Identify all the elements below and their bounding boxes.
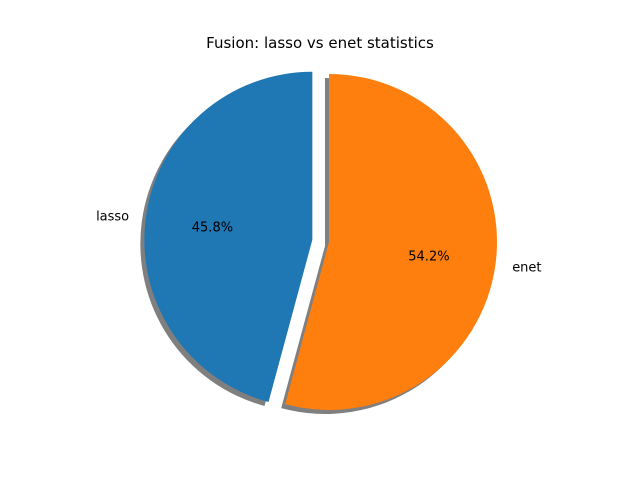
slice-label-lasso: lasso [96,209,129,224]
chart-title: Fusion: lasso vs enet statistics [206,34,434,52]
pie-slice-enet [285,74,498,410]
slice-percent-enet: 54.2% [408,249,449,264]
pie-slice-lasso [144,71,313,402]
slice-label-enet: enet [512,260,541,275]
slice-percent-lasso: 45.8% [192,221,233,236]
pie-slices [144,71,498,410]
pie-labels: lasso 45.8% enet 54.2% [96,209,541,275]
